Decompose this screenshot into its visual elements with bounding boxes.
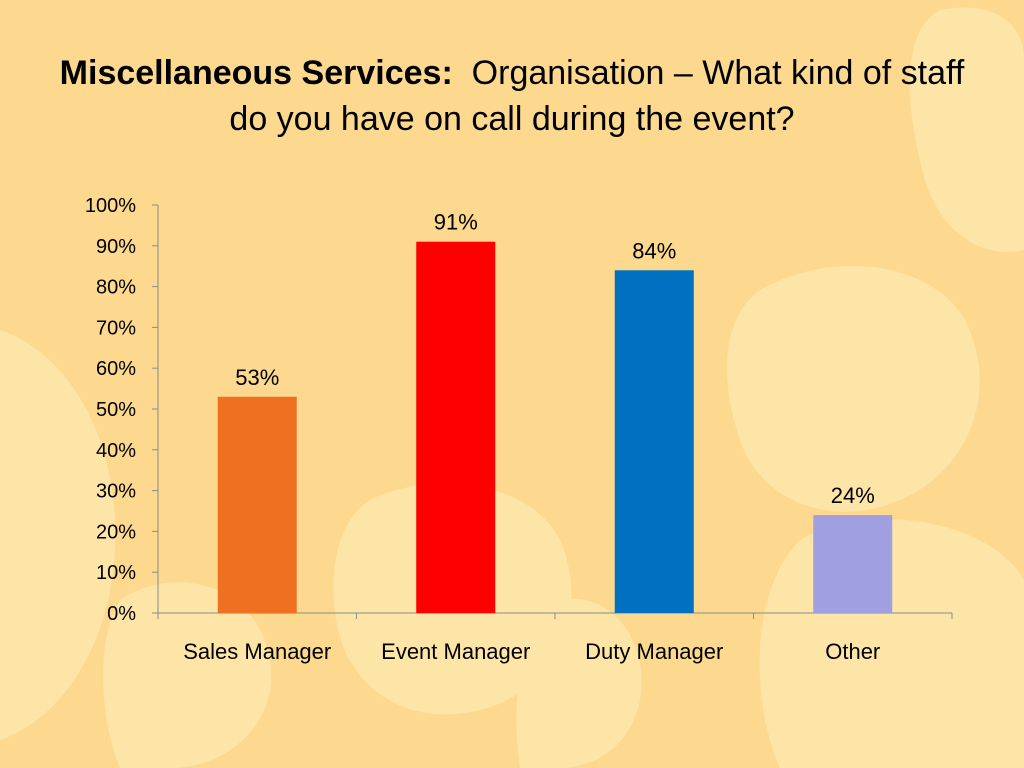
y-tick-label: 50% [96, 399, 136, 421]
title-rest: Organisation – What kind of staff do you… [229, 54, 965, 138]
y-tick-label: 80% [96, 277, 136, 299]
y-tick-label: 20% [96, 521, 136, 543]
y-tick-label: 90% [96, 236, 136, 258]
data-label: 24% [831, 483, 875, 508]
bar [813, 515, 893, 613]
x-tick-label: Other [825, 639, 880, 664]
data-label: 53% [235, 365, 279, 390]
background-blob [726, 266, 980, 512]
y-tick-label: 60% [96, 358, 136, 380]
background-blob [516, 598, 642, 768]
x-tick-label: Duty Manager [585, 639, 723, 664]
bar [416, 241, 496, 613]
y-tick-label: 40% [96, 440, 136, 462]
y-tick-label: 0% [107, 603, 136, 625]
title-bold: Miscellaneous Services: [59, 54, 453, 92]
bar [217, 396, 297, 613]
background-blob [0, 330, 116, 740]
data-label: 91% [434, 210, 478, 235]
y-tick-label: 100% [85, 195, 136, 217]
bar [614, 270, 694, 613]
x-tick-label: Event Manager [381, 639, 530, 664]
x-tick-label: Sales Manager [183, 639, 331, 664]
background-blob [909, 7, 1024, 252]
background-blob [103, 582, 272, 768]
y-tick-label: 10% [96, 562, 136, 584]
y-tick-label: 70% [96, 317, 136, 339]
slide-title: Miscellaneous Services: Organisation – W… [40, 50, 984, 142]
y-tick-label: 30% [96, 481, 136, 503]
data-label: 84% [632, 238, 676, 263]
